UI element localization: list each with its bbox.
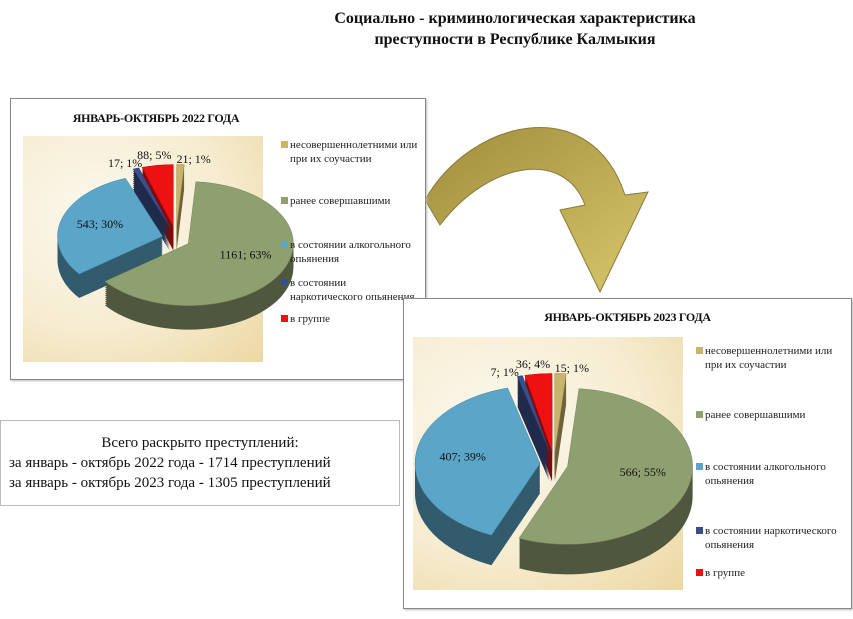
legend-item: в состоянии наркотического опьянения: [281, 276, 421, 304]
legend-label: в группе: [290, 313, 330, 325]
pie-chart-2023: 15; 1% 566; 55% 407; 39% 7; 1%36; 4%: [414, 357, 693, 575]
pie-slice-side: [517, 389, 550, 466]
totals-2023: за январь - октябрь 2023 года - 1305 пре…: [9, 475, 331, 491]
pie-slice-side: [133, 181, 171, 242]
pie-slice-side: [133, 173, 171, 234]
pie-slice-side: [133, 185, 171, 246]
data-label: 21; 1%: [176, 152, 210, 166]
pie-slice-3: [516, 375, 550, 452]
totals-box: Всего раскрыто преступлений: за январь -…: [0, 420, 400, 506]
legend: несовершеннолетними или при их соучастии…: [281, 138, 421, 326]
legend-swatch: [281, 141, 288, 148]
pie-slice-3: [132, 167, 171, 228]
pie-slice-2: [57, 178, 163, 275]
pie-slice-side: [517, 383, 550, 460]
curved-arrow-icon: [424, 127, 649, 294]
legend-swatch: [281, 197, 288, 204]
pie-slice-side: [133, 175, 171, 236]
pie-slice-side: [517, 391, 550, 468]
chart-title: ЯНВАРЬ-ОКТЯБРЬ 2023 ГОДА: [544, 310, 711, 324]
data-label: 36; 4%: [516, 357, 550, 371]
pie-slice-side: [133, 171, 171, 232]
legend-swatch: [281, 315, 288, 322]
pie-slice-side: [133, 187, 171, 248]
title-line-2: преступности в Республике Калмыкия: [374, 31, 656, 48]
legend-swatch: [281, 279, 288, 286]
totals-heading: Всего раскрыто преступлений:: [101, 435, 299, 451]
pie-slice-1: [518, 388, 693, 545]
pie-slice-side: [133, 169, 171, 230]
chart-2023-panel: ЯНВАРЬ-ОКТЯБРЬ 2023 ГОДА 15; 1% 566; 55% 4…: [403, 298, 852, 609]
legend-swatch: [696, 411, 703, 418]
legend-swatch: [281, 241, 288, 248]
legend-item: в группе: [281, 312, 421, 326]
legend-swatch: [696, 347, 703, 354]
legend-label: в состоянии алкогольного опьянения: [290, 239, 411, 265]
pie-slice-side: [517, 393, 550, 470]
pie-slice-side: [517, 387, 550, 464]
title-line-1: Социально - криминологическая характерис…: [334, 10, 696, 27]
legend-label: в группе: [705, 567, 745, 579]
data-label: 7; 1%: [491, 365, 519, 379]
pie-slice-side: [517, 395, 550, 472]
data-label: 15; 1%: [555, 361, 589, 375]
legend-label: в состоянии наркотического опьянения: [705, 525, 837, 551]
legend-swatch: [696, 527, 703, 534]
chart-title: ЯНВАРЬ-ОКТЯБРЬ 2022 ГОДА: [72, 111, 240, 125]
legend-item: несовершеннолетними или при их соучастии: [696, 344, 846, 372]
pie-slice-side: [517, 405, 550, 482]
data-label: 1161; 63%: [220, 247, 272, 261]
legend-item: ранее совершавшими: [281, 194, 421, 208]
data-label: 543; 30%: [77, 217, 123, 231]
legend-item: несовершеннолетними или при их соучастии: [281, 138, 421, 166]
pie-slice-side: [517, 397, 550, 474]
legend-label: в состоянии наркотического опьянения: [290, 277, 415, 303]
legend-label: ранее совершавшими: [290, 195, 391, 207]
legend-item: в группе: [696, 566, 846, 580]
pie-chart-2022: 21; 1% 1161; 63% 543; 30% 17; 1%88; 5%: [57, 148, 294, 330]
pie-slice-side: [517, 399, 550, 476]
pie-slice-side: [517, 381, 550, 458]
data-label: 17; 1%: [108, 156, 142, 170]
pie-slice-side: [517, 401, 550, 478]
pie-slice-side: [133, 183, 171, 244]
pie-slice-0: [554, 373, 567, 452]
chart-2022-panel: ЯНВАРЬ-ОКТЯБРЬ 2022 ГОДА 21; 1% 1161; 63%…: [10, 98, 426, 380]
legend-item: в состоянии алкогольного опьянения: [281, 238, 421, 266]
data-label: 407; 39%: [440, 450, 486, 464]
legend-item: в состоянии алкогольного опьянения: [696, 460, 846, 488]
legend-item: ранее совершавшими: [696, 408, 846, 422]
legend: несовершеннолетними или при их соучастии…: [696, 344, 846, 580]
pie-slice-side: [517, 403, 550, 480]
page-title: Социально - криминологическая характерис…: [240, 8, 790, 50]
legend-label: ранее совершавшими: [705, 409, 806, 421]
data-label: 566; 55%: [620, 465, 666, 479]
data-label: 88; 5%: [137, 148, 171, 162]
pie-slice-side: [517, 379, 550, 456]
pie-slice-0: [176, 164, 185, 227]
pie-slice-side: [517, 377, 550, 454]
pie-slice-side: [517, 385, 550, 462]
pie-slice-1: [104, 181, 294, 306]
legend-swatch: [696, 463, 703, 470]
legend-label: несовершеннолетними или при их соучастии: [290, 139, 418, 165]
legend-item: в состоянии наркотического опьянения: [696, 524, 846, 552]
legend-label: в состоянии алкогольного опьянения: [705, 461, 826, 487]
pie-slice-side: [133, 179, 171, 240]
pie-slice-4: [524, 373, 553, 452]
pie-slice-side: [133, 177, 171, 238]
totals-2022: за январь - октябрь 2022 года - 1714 пре…: [9, 455, 331, 471]
pie-slice-2: [414, 387, 541, 536]
pie-slice-4: [141, 164, 174, 227]
legend-swatch: [696, 569, 703, 576]
legend-label: несовершеннолетними или при их соучастии: [705, 345, 833, 371]
